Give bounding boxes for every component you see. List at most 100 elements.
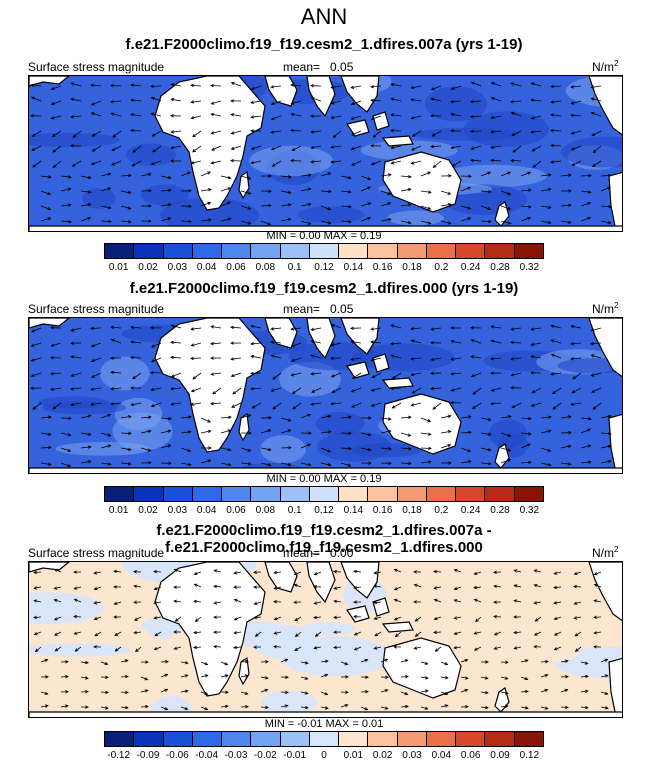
- wind-vector-arrow: [460, 186, 472, 192]
- wind-vector-arrow: [572, 372, 582, 380]
- wind-vector-arrow: [320, 189, 332, 194]
- wind-vector-arrow: [400, 187, 412, 192]
- wind-vector-arrow: [580, 460, 592, 464]
- wind-vector-arrow: [470, 81, 482, 87]
- wind-vector-arrow: [360, 175, 372, 181]
- wind-vector-arrow: [170, 340, 182, 345]
- wind-vector-arrow: [530, 371, 542, 375]
- panel-1-map: [28, 75, 623, 232]
- wind-vector-arrow: [600, 706, 609, 710]
- land-outline: [264, 318, 298, 349]
- wind-vector-arrow: [260, 416, 272, 420]
- field-shading: [424, 86, 488, 122]
- wind-vector-arrow: [280, 675, 289, 679]
- wind-vector-arrow: [350, 85, 362, 89]
- wind-vector-arrow: [200, 429, 212, 434]
- wind-vector-arrow: [30, 96, 42, 102]
- wind-vector-arrow: [210, 160, 222, 165]
- panel-3-map-svg: [29, 562, 622, 717]
- wind-vector-arrow: [550, 84, 562, 89]
- wind-vector-arrow: [512, 145, 522, 153]
- wind-vector-arrow: [240, 659, 249, 664]
- colorbar-swatch: [397, 487, 427, 501]
- wind-vector-arrow: [400, 691, 409, 696]
- wind-vector-arrow: [373, 616, 382, 620]
- wind-vector-arrow: [120, 705, 129, 710]
- land-outline: [29, 76, 70, 87]
- wind-vector-arrow: [273, 586, 282, 590]
- wind-vector-arrow: [93, 586, 102, 591]
- wind-vector-arrow: [394, 631, 402, 638]
- colorbar-swatch: [485, 244, 515, 258]
- wind-vector-arrow: [530, 342, 542, 347]
- wind-vector-arrow: [220, 217, 232, 222]
- wind-vector-arrow: [80, 414, 92, 419]
- wind-vector-arrow: [540, 187, 552, 192]
- wind-vector-arrow: [500, 447, 512, 452]
- wind-vector-arrow: [330, 160, 342, 164]
- wind-vector-arrow: [180, 674, 189, 678]
- wind-vector-arrow: [40, 704, 49, 708]
- wind-vector-arrow: [513, 599, 522, 603]
- wind-vector-arrow: [120, 173, 132, 178]
- wind-vector-arrow: [140, 429, 152, 434]
- wind-vector-arrow: [270, 145, 282, 151]
- wind-vector-arrow: [460, 217, 472, 222]
- wind-vector-arrow: [293, 583, 302, 588]
- wind-vector-arrow: [600, 204, 612, 209]
- wind-vector-arrow: [32, 402, 42, 410]
- wind-vector-arrow: [393, 586, 402, 591]
- wind-vector-arrow: [291, 387, 302, 394]
- wind-vector-arrow: [300, 220, 312, 225]
- wind-vector-arrow: [273, 570, 282, 575]
- land-outline: [238, 656, 250, 686]
- wind-vector-arrow: [52, 402, 62, 410]
- wind-vector-arrow: [460, 688, 469, 693]
- wind-vector-arrow: [213, 584, 222, 589]
- colorbar-swatch: [280, 732, 310, 746]
- wind-vector-arrow: [380, 202, 392, 207]
- wind-vector-arrow: [580, 674, 589, 679]
- wind-vector-arrow: [570, 85, 582, 89]
- wind-vector-arrow: [591, 130, 602, 136]
- wind-vector-arrow: [350, 115, 362, 120]
- wind-vector-arrow: [431, 130, 442, 137]
- wind-vector-arrow: [550, 128, 562, 133]
- wind-vector-arrow: [460, 705, 469, 709]
- wind-vector-arrow: [410, 160, 422, 165]
- wind-vector-arrow: [53, 586, 62, 590]
- field-shading: [387, 210, 445, 226]
- wind-vector-arrow: [60, 187, 72, 192]
- field-shading: [301, 622, 356, 636]
- wind-vector-arrow: [134, 616, 142, 621]
- wind-vector-arrow: [311, 387, 322, 393]
- wind-vector-arrow: [120, 690, 129, 695]
- wind-vector-arrow: [410, 339, 422, 344]
- wind-vector-arrow: [470, 114, 482, 119]
- wind-vector-arrow: [450, 326, 461, 330]
- colorbar-tick-label: 0.12: [314, 262, 334, 273]
- wind-vector-arrow: [560, 659, 569, 663]
- wind-vector-arrow: [372, 130, 382, 138]
- wind-vector-arrow: [80, 216, 92, 222]
- wind-vector-arrow: [290, 112, 302, 117]
- wind-vector-arrow: [220, 704, 229, 709]
- wind-vector-arrow: [30, 83, 42, 87]
- wind-vector-arrow: [290, 342, 302, 348]
- wind-vector-arrow: [80, 432, 92, 436]
- wind-vector-arrow: [40, 691, 49, 695]
- wind-vector-arrow: [432, 160, 442, 168]
- wind-vector-arrow: [112, 130, 122, 138]
- wind-vector-arrow: [513, 615, 521, 619]
- land-outline: [306, 562, 336, 604]
- wind-vector-arrow: [270, 115, 282, 121]
- wind-vector-arrow: [580, 416, 592, 421]
- colorbar-swatch: [134, 732, 164, 746]
- wind-vector-arrow: [273, 645, 282, 649]
- wind-vector-arrow: [160, 660, 169, 664]
- wind-vector-arrow: [340, 415, 352, 419]
- wind-vector-arrow: [450, 357, 462, 361]
- wind-vector-arrow: [190, 327, 202, 331]
- wind-vector-arrow: [420, 190, 432, 194]
- colorbar-tick-label: 0.14: [343, 505, 364, 516]
